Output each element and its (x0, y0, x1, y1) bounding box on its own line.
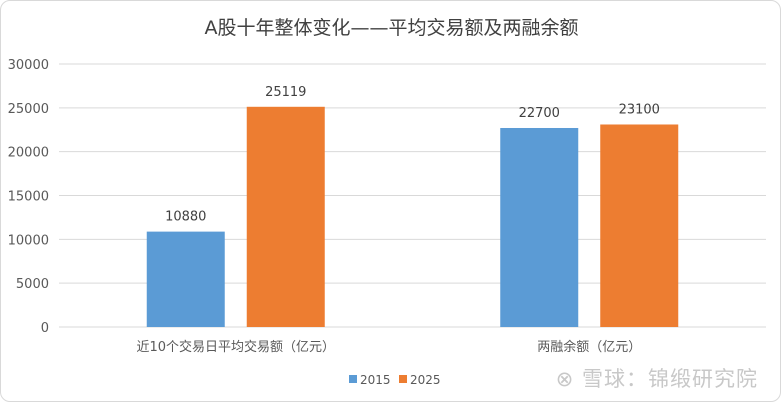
bar-2015 (146, 231, 225, 327)
legend-swatch-2025 (399, 375, 407, 383)
chart-title: A股十年整体变化——平均交易额及两融余额 (204, 17, 579, 39)
data-label: 23100 (619, 102, 660, 117)
bar-2015 (500, 127, 579, 327)
y-tick-label: 20000 (8, 146, 49, 161)
watermark: ⊗ 雪球：锦缎研究院 (556, 363, 758, 393)
legend-label: 2015 (360, 373, 391, 387)
y-tick-label: 0 (41, 321, 49, 336)
y-tick-label: 15000 (8, 190, 49, 205)
x-category-label: 两融余额（亿元） (537, 339, 641, 355)
data-label: 10880 (165, 210, 206, 225)
y-tick-label: 30000 (8, 58, 49, 73)
snowball-logo-icon: ⊗ (555, 367, 582, 391)
x-category-label: 近10个交易日平均交易额（亿元） (136, 339, 335, 355)
bar-2025 (246, 106, 325, 327)
watermark-text: 雪球：锦缎研究院 (582, 367, 758, 391)
data-label: 22700 (519, 106, 560, 121)
y-tick-label: 10000 (8, 233, 49, 248)
bar-2025 (600, 124, 679, 328)
y-tick-label: 5000 (16, 277, 49, 292)
y-tick-label: 25000 (8, 102, 49, 117)
legend-swatch-2015 (349, 375, 357, 383)
legend-label: 2025 (410, 373, 441, 387)
data-label: 25119 (265, 85, 306, 100)
